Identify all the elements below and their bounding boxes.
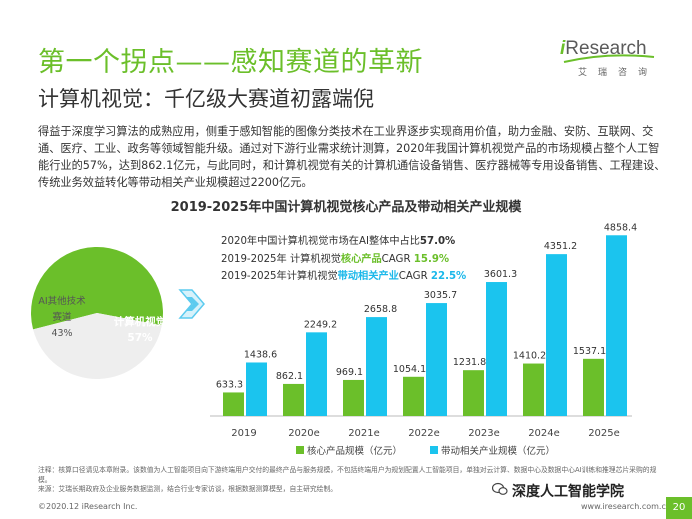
bar-core bbox=[343, 379, 364, 416]
logo-i: i bbox=[560, 38, 566, 59]
footer-url[interactable]: www.iresearch.com.cn bbox=[581, 502, 671, 511]
bar-value-label: 4351.2 bbox=[544, 241, 577, 252]
bar-axis: 2019 2020e 2021e 2022e 2023e 2024e 2025e bbox=[210, 415, 632, 439]
bar-core bbox=[463, 370, 484, 416]
bar-value-label: 1438.6 bbox=[244, 349, 277, 360]
bar-related bbox=[306, 332, 327, 416]
chart-notes: 注释：核算口径请见本章附录。该数值为人工智能项目向下游终端用户交付的最终产品与服… bbox=[38, 466, 668, 495]
info-core-highlight: 核心产品 bbox=[340, 253, 382, 265]
legend-label: 带动相关产业规模（亿元） bbox=[441, 445, 555, 457]
pie-slice-1 bbox=[33, 313, 162, 380]
info-line-related-cagr: 2019-2025年计算机视觉带动相关产业CAGR 22.5% bbox=[221, 268, 466, 286]
bar-value-label: 3035.7 bbox=[424, 290, 457, 301]
bar-related bbox=[546, 254, 567, 416]
info-share-value: 57.0% bbox=[419, 236, 456, 247]
pie-label-other-1: AI其他技术 bbox=[38, 295, 86, 307]
bar-related bbox=[426, 303, 447, 416]
logo-swoosh-icon bbox=[563, 54, 655, 63]
page-number: 20 bbox=[666, 497, 692, 519]
page-title: 第一个拐点——感知赛道的革新 bbox=[38, 47, 423, 78]
bar-core bbox=[283, 383, 304, 416]
x-tick-label: 2019 bbox=[231, 428, 256, 439]
wechat-icon bbox=[491, 481, 508, 497]
logo-research: Research bbox=[565, 38, 647, 59]
bar-related bbox=[606, 235, 627, 416]
logo-wordmark: iResearch bbox=[560, 38, 647, 60]
bar-related bbox=[366, 317, 387, 416]
x-tick-label: 2025e bbox=[588, 428, 620, 439]
logo-chinese: 艾瑞咨询 bbox=[578, 68, 659, 78]
note-text: 注释：核算口径请见本章附录。该数值为人工智能项目向下游终端用户交付的最终产品与服… bbox=[38, 466, 657, 484]
bar-value-label: 1231.8 bbox=[453, 357, 486, 368]
x-tick-label: 2024e bbox=[528, 428, 560, 439]
pie-pct-other: 43% bbox=[51, 328, 72, 339]
pie-slice-0 bbox=[31, 247, 164, 330]
bar-core bbox=[583, 358, 604, 416]
bar-chart: 633.3 1438.6 862.1 2249.2 969.1 2658.8 1054.1 3… bbox=[216, 222, 637, 416]
iresearch-logo: iResearch 艾瑞咨询 bbox=[560, 38, 656, 82]
bar-related bbox=[486, 282, 507, 416]
bar-value-label: 969.1 bbox=[336, 367, 363, 378]
chevron-inner bbox=[186, 297, 199, 311]
legend-swatch bbox=[296, 446, 304, 454]
intro-paragraph: 得益于深度学习算法的成熟应用，侧重于感知智能的图像分类技术在工业界逐步实现商用价… bbox=[38, 125, 666, 189]
chevron-outer bbox=[178, 289, 205, 319]
x-tick-label: 2021e bbox=[348, 428, 380, 439]
source-text: 来源：艾瑞长期政府及企业服务数据监测，结合行业专家访谈，根据数据测算模型，自主研… bbox=[38, 485, 338, 494]
chart-info-box: 2020年中国计算机视觉市场在AI整体中占比57.0% 2019-2025年 计… bbox=[221, 233, 466, 286]
info-share-text: 2020年中国计算机视觉市场在AI整体中占比 bbox=[221, 236, 420, 247]
bar-value-label: 1410.2 bbox=[513, 351, 546, 362]
x-tick-label: 2022e bbox=[408, 428, 440, 439]
chevron-right-icon bbox=[178, 289, 205, 319]
x-tick-label: 2020e bbox=[288, 428, 320, 439]
pie-pct-cv: 57% bbox=[127, 332, 153, 344]
x-tick-label: 2023e bbox=[468, 428, 500, 439]
legend-label: 核心产品规模（亿元） bbox=[307, 445, 402, 457]
info-core-text: 2019-2025年 计算机视觉 bbox=[221, 253, 341, 265]
bar-core bbox=[523, 363, 544, 416]
bar-core bbox=[403, 376, 424, 416]
pie-label-cv: 计算机视觉 bbox=[114, 315, 167, 328]
info-related-text: 2019-2025年计算机视觉 bbox=[221, 271, 338, 282]
bar-value-label: 2249.2 bbox=[304, 319, 337, 330]
bar-value-label: 1537.1 bbox=[573, 346, 606, 357]
page-subtitle: 计算机视觉：千亿级大赛道初露端倪 bbox=[38, 87, 374, 111]
footer-copyright: ©2020.12 iResearch Inc. bbox=[38, 502, 138, 511]
bar-value-label: 862.1 bbox=[276, 371, 303, 382]
bar-value-label: 2658.8 bbox=[364, 304, 397, 315]
bar-value-label: 1054.1 bbox=[393, 364, 426, 375]
info-related-cagr-label: CAGR bbox=[398, 271, 431, 282]
bar-core bbox=[223, 392, 244, 416]
info-core-cagr-label: CAGR bbox=[381, 253, 414, 265]
info-line-core-cagr: 2019-2025年 计算机视觉核心产品CAGR 15.9% bbox=[221, 251, 466, 269]
pie-label-other-2: 赛道 bbox=[52, 311, 72, 323]
info-related-value: 22.5% bbox=[430, 271, 467, 282]
info-core-value: 15.9% bbox=[413, 253, 450, 265]
legend-swatch bbox=[430, 446, 438, 454]
legend: 核心产品规模（亿元） 带动相关产业规模（亿元） bbox=[296, 445, 555, 457]
bar-value-label: 4858.4 bbox=[604, 222, 637, 233]
bar-related bbox=[246, 362, 267, 416]
chart-title: 2019-2025年中国计算机视觉核心产品及带动相关产业规模 bbox=[170, 200, 522, 215]
watermark-text: 深度人工智能学院 bbox=[512, 484, 624, 500]
info-line-share: 2020年中国计算机视觉市场在AI整体中占比57.0% bbox=[221, 233, 466, 251]
bar-value-label: 3601.3 bbox=[484, 269, 517, 280]
info-related-highlight: 带动相关产业 bbox=[337, 271, 399, 282]
bar-value-label: 633.3 bbox=[216, 379, 243, 390]
